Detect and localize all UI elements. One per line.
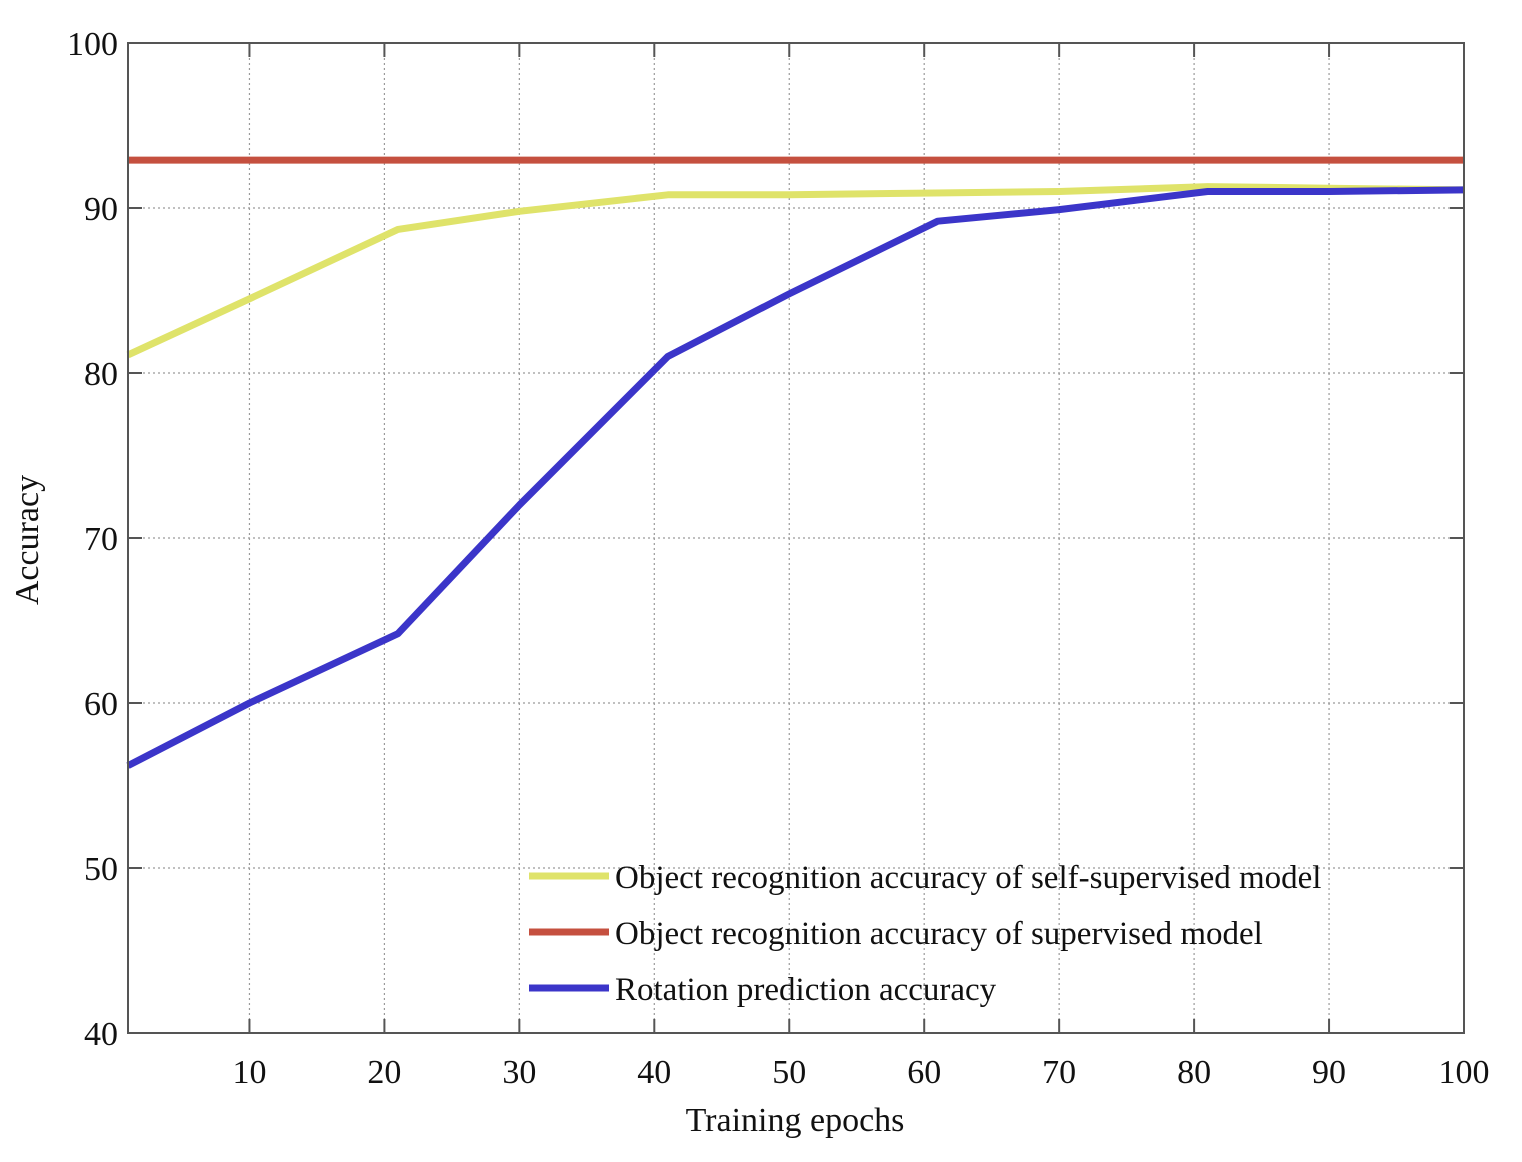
y-tick-label: 50 — [84, 851, 118, 888]
legend: Object recognition accuracy of self-supe… — [529, 860, 1321, 1008]
x-tick-label: 90 — [1312, 1054, 1346, 1091]
series-line-0 — [126, 183, 1465, 359]
legend-label-2: Rotation prediction accuracy — [615, 972, 997, 1008]
x-tick-label: 60 — [907, 1054, 941, 1091]
y-tick-label: 80 — [84, 356, 118, 393]
x-tick-label: 20 — [367, 1054, 401, 1091]
data-series — [126, 156, 1465, 769]
x-axis-title: Training epochs — [686, 1102, 905, 1139]
x-tick-labels: 10 20 30 40 50 60 70 80 90 100 — [232, 1054, 1489, 1091]
x-tick-label: 80 — [1177, 1054, 1211, 1091]
legend-label-0: Object recognition accuracy of self-supe… — [615, 860, 1321, 896]
y-tick-label: 60 — [84, 686, 118, 723]
y-tick-label: 40 — [84, 1016, 118, 1053]
x-tick-label: 30 — [502, 1054, 536, 1091]
y-tick-label: 90 — [84, 191, 118, 228]
y-tick-label: 100 — [67, 26, 118, 63]
x-tick-label: 40 — [637, 1054, 671, 1091]
legend-label-1: Object recognition accuracy of supervise… — [615, 916, 1263, 952]
series-line-2 — [126, 186, 1465, 769]
y-axis-title: Accuracy — [9, 475, 46, 605]
x-tick-label: 10 — [232, 1054, 266, 1091]
x-tick-label: 100 — [1439, 1054, 1490, 1091]
x-tick-label: 70 — [1042, 1054, 1076, 1091]
y-tick-label: 70 — [84, 521, 118, 558]
y-tick-labels: 40 50 60 70 80 90 100 — [67, 26, 118, 1053]
x-tick-label: 50 — [772, 1054, 806, 1091]
axis-ticks — [128, 42, 1465, 1034]
